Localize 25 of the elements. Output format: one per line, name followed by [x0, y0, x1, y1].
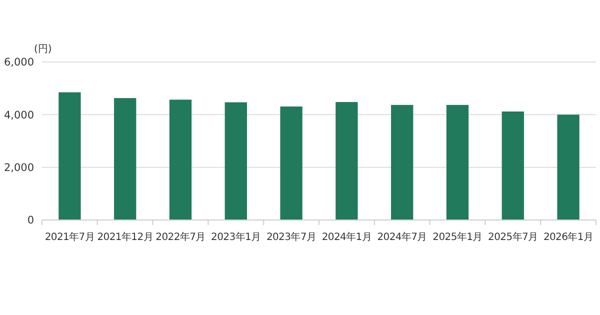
- x-tick-label: 2024年1月: [322, 231, 372, 243]
- bar: [446, 104, 469, 220]
- x-tick-label: 2025年7月: [488, 231, 538, 243]
- x-tick-label: 2021年12月: [97, 231, 153, 243]
- bar: [169, 100, 192, 220]
- x-tick-label: 2021年7月: [44, 231, 95, 243]
- y-axis-title: (円): [34, 44, 52, 55]
- bar: [502, 112, 524, 220]
- x-tick-label: 2023年7月: [266, 231, 316, 243]
- x-tick-label: 2026年1月: [543, 231, 594, 243]
- x-tick-label: 2024年7月: [377, 231, 427, 243]
- x-tick-label: 2025年1月: [432, 231, 482, 243]
- bar: [224, 102, 247, 220]
- y-tick-label: 4,000: [4, 109, 34, 122]
- bar: [557, 114, 580, 220]
- y-tick-label: 6,000: [4, 56, 34, 69]
- bar: [336, 102, 358, 220]
- x-tick-label: 2023年1月: [211, 231, 261, 243]
- bar: [58, 92, 81, 220]
- y-tick-label: 2,000: [4, 162, 34, 174]
- bar: [391, 104, 414, 220]
- y-tick-label: 0: [27, 214, 34, 227]
- x-tick-label: 2022年7月: [156, 231, 206, 243]
- bar: [114, 98, 136, 220]
- bar: [280, 106, 302, 220]
